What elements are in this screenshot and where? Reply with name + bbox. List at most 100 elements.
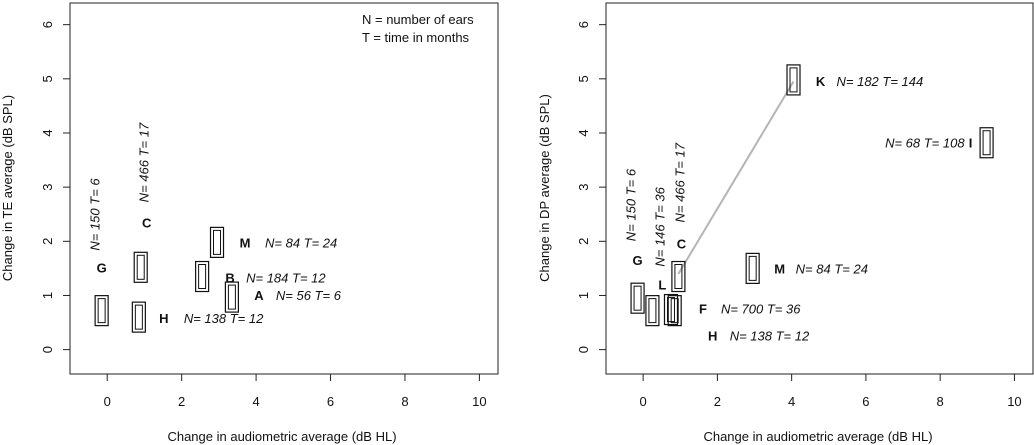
dp-label-l: L [658, 278, 666, 293]
te-label-b: B [225, 271, 234, 286]
te-label-c: C [142, 215, 152, 230]
dp-lines [677, 81, 795, 275]
dp-box-inner-m [748, 255, 757, 281]
te-label-m: M [240, 235, 251, 250]
dp-label-m: M [774, 261, 785, 276]
dp-x-tick-label: 2 [714, 394, 721, 409]
dp-point-h: H N= 138 T= 12 [667, 295, 810, 344]
dp-connector-line [677, 81, 795, 275]
dp-y-tick-label: 2 [576, 238, 591, 245]
te-point-c: C N= 466 T= 17 [133, 122, 152, 283]
te-y-tick-label: 3 [40, 184, 55, 191]
te-annotation-c: N= 466 T= 17 [137, 122, 152, 202]
dp-label-h: H [708, 329, 717, 344]
dp-y-tick-label: 1 [576, 292, 591, 299]
dp-box-outer-m [745, 252, 760, 284]
dp-y-tick-label: 3 [576, 184, 591, 191]
dp-annotation-m: N= 84 T= 24 [796, 261, 868, 276]
dp-annotation-i: N= 68 T= 108 [885, 136, 965, 151]
dp-box-outer-k [786, 64, 801, 96]
te-point-h: H N= 138 T= 12 [131, 301, 264, 333]
te-x-tick-label: 8 [401, 394, 408, 409]
dp-label-c: C [677, 237, 687, 252]
dp-x-tick-label: 6 [862, 394, 869, 409]
dp-annotation-g: N= 150 T= 6 [624, 168, 639, 241]
dp-annotation-h: N= 138 T= 12 [730, 329, 810, 344]
dp-box-inner-l [648, 298, 657, 324]
dp-box-outer-l [645, 295, 660, 327]
te-y-axis-title: Change in TE average (dB SPL) [0, 95, 15, 281]
te-box-outer-b [195, 260, 210, 293]
dp-points: GN= 150 T= 6LN= 146 T= 36 CN= 466 T= 17F N… [624, 64, 994, 344]
dp-box-inner-g [633, 285, 642, 311]
dp-label-k: K [816, 74, 826, 89]
te-box-outer-c [133, 251, 148, 283]
te-plot-frame [69, 2, 499, 375]
te-x-tick-label: 2 [178, 394, 185, 409]
te-box-inner-a [227, 284, 236, 310]
te-annotation-b: N= 184 T= 12 [246, 271, 326, 286]
dp-label-f: F [699, 302, 707, 317]
te-box-outer-a [224, 281, 239, 313]
dp-y-tick-label: 4 [576, 129, 591, 136]
te-label-a: A [254, 288, 264, 303]
te-annotation-h: N= 138 T= 12 [184, 311, 264, 326]
dp-y-axis-title: Change in DP average (dB SPL) [537, 94, 552, 282]
te-annotation-g: N= 150 T= 6 [88, 178, 103, 251]
te-point-g: G N= 150 T= 6 [88, 178, 109, 327]
dp-x-tick-label: 10 [1007, 394, 1021, 409]
te-box-inner-b [198, 264, 207, 290]
te-box-outer-g [94, 295, 109, 327]
te-label-g: G [97, 261, 107, 276]
dp-point-f: F N= 700 T= 36 [663, 293, 801, 326]
dp-annotation-f: N= 700 T= 36 [721, 302, 801, 317]
te-x-tick-label: 4 [252, 394, 259, 409]
dp-box-outer-c [671, 260, 686, 293]
dp-annotation-l: N= 146 T= 36 [652, 186, 667, 266]
dp-point-c: C N= 466 T= 17 [671, 142, 687, 293]
dp-plot-frame [605, 2, 1034, 375]
te-box-inner-g [97, 298, 106, 324]
te-annotation-a: N= 56 T= 6 [276, 288, 342, 303]
dp-point-k: K N= 182 T= 144 [786, 64, 924, 96]
dp-y-axis: 0 1 2 3 4 5 6 [576, 21, 606, 353]
dp-x-tick-label: 4 [788, 394, 795, 409]
dp-point-i: I N= 68 T= 108 [885, 127, 994, 159]
dp-box-outer-i [979, 127, 994, 159]
dp-panel: 0 2 4 6 8 10 0 1 2 3 4 5 6 G N= 150 T= 6 L N= 146 T= 3… [537, 2, 1034, 444]
dp-box-outer-g [630, 282, 645, 314]
dp-y-tick-label: 6 [576, 21, 591, 28]
te-box-inner-m [213, 229, 222, 255]
te-box-outer-h [131, 301, 146, 333]
dp-box-inner-k [789, 67, 798, 93]
dp-y-tick-label: 5 [576, 75, 591, 82]
dp-x-axis: 0 2 4 6 8 10 [640, 374, 1022, 409]
te-y-tick-label: 6 [40, 21, 55, 28]
te-y-tick-label: 4 [40, 129, 55, 136]
te-x-axis-title: Change in audiometric average (dB HL) [167, 429, 396, 444]
te-y-tick-label: 2 [40, 238, 55, 245]
dp-annotation-k: N= 182 T= 144 [837, 74, 924, 89]
te-points: GN= 150 T= 6 CN= 466 T= 17H N= 138 T= 12M N… [88, 122, 342, 333]
dp-box-inner-i [982, 130, 991, 156]
dp-point-g: G N= 150 T= 6 [624, 168, 645, 314]
dp-label-i: I [969, 136, 973, 151]
te-legend-line-1: N = number of ears [362, 12, 474, 27]
te-y-tick-label: 5 [40, 75, 55, 82]
dp-box-outer-h [667, 295, 682, 327]
dp-x-tick-label: 8 [937, 394, 944, 409]
dp-label-g: G [632, 253, 642, 268]
te-box-inner-c [136, 254, 145, 280]
te-y-tick-label: 1 [40, 292, 55, 299]
te-x-axis: 0 2 4 6 8 10 [104, 374, 487, 409]
te-y-tick-label: 0 [40, 346, 55, 353]
dp-box-inner-c [674, 264, 683, 290]
te-y-axis: 0 1 2 3 4 5 6 [40, 21, 70, 353]
dp-x-tick-label: 0 [640, 394, 647, 409]
dp-y-tick-label: 0 [576, 346, 591, 353]
te-box-outer-m [209, 226, 225, 258]
te-x-tick-label: 10 [472, 394, 486, 409]
te-label-h: H [159, 311, 168, 326]
te-annotation-m: N= 84 T= 24 [265, 235, 337, 250]
